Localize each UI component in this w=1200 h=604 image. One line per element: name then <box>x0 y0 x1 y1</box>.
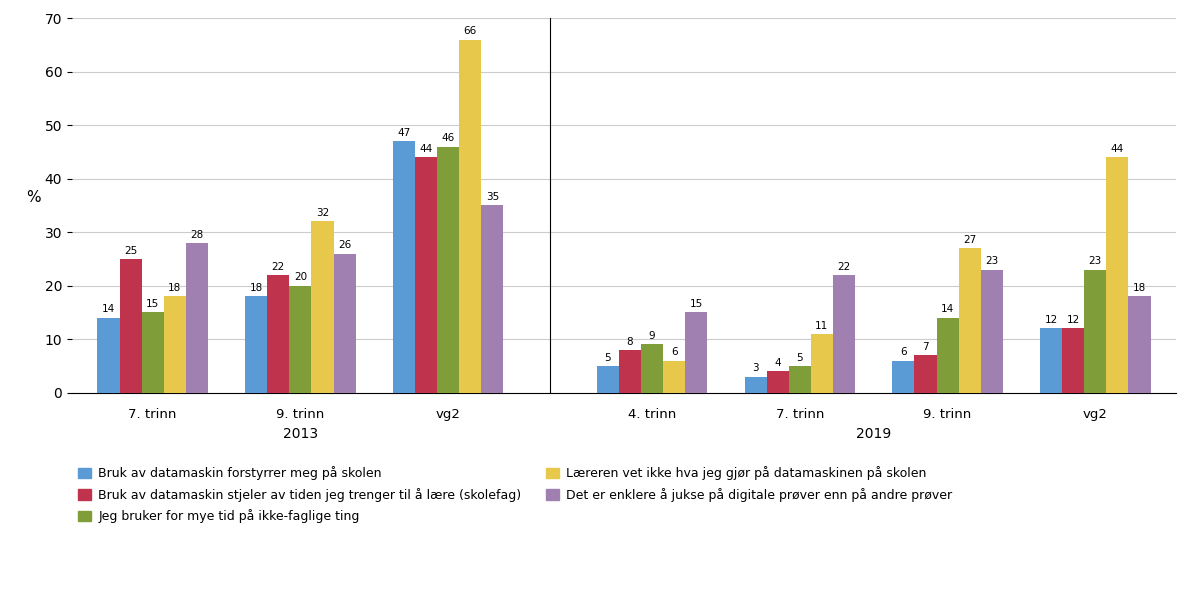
Bar <box>97 318 120 393</box>
Text: 35: 35 <box>486 192 499 202</box>
Bar <box>1128 297 1151 393</box>
Text: 14: 14 <box>941 304 954 315</box>
Text: vg2: vg2 <box>436 408 461 420</box>
Text: 9: 9 <box>649 331 655 341</box>
Bar <box>1062 329 1085 393</box>
Bar <box>959 248 980 393</box>
Text: 18: 18 <box>250 283 263 293</box>
Text: 15: 15 <box>690 299 703 309</box>
Bar <box>833 275 854 393</box>
Bar <box>142 312 163 393</box>
Bar <box>1085 269 1106 393</box>
Text: 25: 25 <box>124 246 137 255</box>
Bar <box>914 355 936 393</box>
Text: 6: 6 <box>671 347 678 358</box>
Text: 3: 3 <box>752 364 758 373</box>
Text: 2019: 2019 <box>856 428 892 442</box>
Text: 22: 22 <box>271 262 284 272</box>
Bar <box>163 297 186 393</box>
Bar <box>664 361 685 393</box>
Text: 6: 6 <box>900 347 907 358</box>
Bar <box>245 297 268 393</box>
Text: 7. trinn: 7. trinn <box>128 408 176 420</box>
Text: 5: 5 <box>605 353 611 362</box>
Bar <box>120 259 142 393</box>
Text: 44: 44 <box>1111 144 1124 154</box>
Bar <box>186 243 208 393</box>
Bar <box>936 318 959 393</box>
Bar <box>312 222 334 393</box>
Text: 2013: 2013 <box>283 428 318 442</box>
Text: 47: 47 <box>397 128 410 138</box>
Text: 27: 27 <box>964 235 977 245</box>
Bar <box>788 366 811 393</box>
Text: 15: 15 <box>146 299 160 309</box>
Text: 22: 22 <box>838 262 851 272</box>
Text: 8: 8 <box>626 336 634 347</box>
Text: 7. trinn: 7. trinn <box>775 408 824 420</box>
Bar <box>1040 329 1062 393</box>
Text: 4: 4 <box>774 358 781 368</box>
Text: 9. trinn: 9. trinn <box>924 408 972 420</box>
Text: 26: 26 <box>338 240 352 250</box>
Bar <box>481 205 504 393</box>
Bar <box>415 157 437 393</box>
Bar <box>1106 157 1128 393</box>
Text: 46: 46 <box>442 133 455 143</box>
Bar <box>980 269 1003 393</box>
Bar <box>334 254 355 393</box>
Bar <box>811 334 833 393</box>
Text: 12: 12 <box>1044 315 1057 325</box>
Bar <box>460 39 481 393</box>
Bar <box>437 147 460 393</box>
Bar <box>289 286 312 393</box>
Text: 11: 11 <box>815 321 828 330</box>
Text: 12: 12 <box>1067 315 1080 325</box>
Text: 20: 20 <box>294 272 307 283</box>
Text: 5: 5 <box>797 353 803 362</box>
Text: 44: 44 <box>420 144 433 154</box>
Bar <box>394 141 415 393</box>
Bar <box>268 275 289 393</box>
Text: 66: 66 <box>463 27 476 36</box>
Text: 18: 18 <box>1133 283 1146 293</box>
Legend: Bruk av datamaskin forstyrrer meg på skolen, Bruk av datamaskin stjeler av tiden: Bruk av datamaskin forstyrrer meg på sko… <box>78 466 953 523</box>
Text: 9. trinn: 9. trinn <box>276 408 324 420</box>
Text: 32: 32 <box>316 208 329 218</box>
Text: 18: 18 <box>168 283 181 293</box>
Bar <box>619 350 641 393</box>
Text: 23: 23 <box>985 256 998 266</box>
Bar <box>893 361 914 393</box>
Text: vg2: vg2 <box>1082 408 1108 420</box>
Bar <box>641 344 664 393</box>
Text: 28: 28 <box>191 230 204 240</box>
Bar <box>685 312 707 393</box>
Bar <box>596 366 619 393</box>
Bar <box>744 376 767 393</box>
Text: 23: 23 <box>1088 256 1102 266</box>
Bar <box>767 371 788 393</box>
Text: 7: 7 <box>922 342 929 352</box>
Y-axis label: %: % <box>26 190 41 205</box>
Text: 4. trinn: 4. trinn <box>628 408 676 420</box>
Text: 14: 14 <box>102 304 115 315</box>
